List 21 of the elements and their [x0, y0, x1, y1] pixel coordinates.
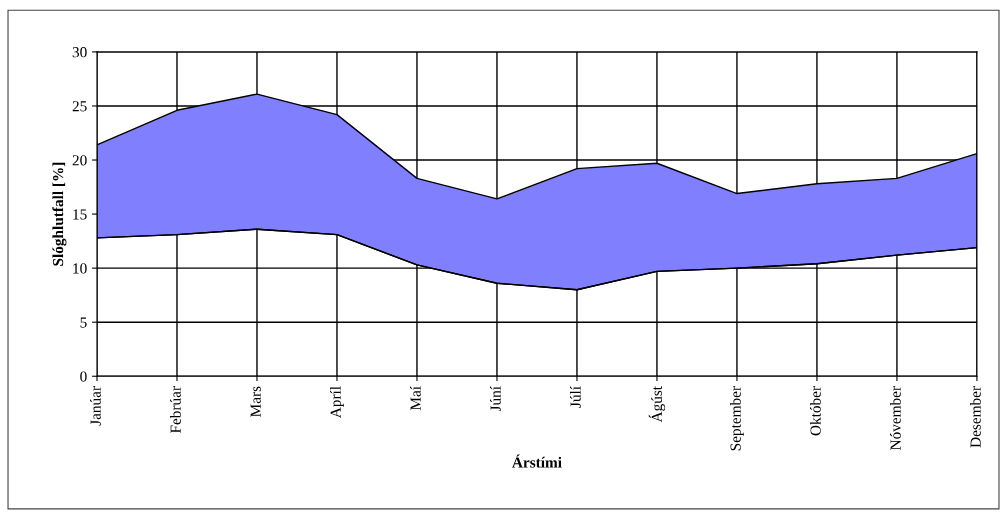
x-tick-label: Febrúar	[170, 386, 181, 434]
y-axis-title: Slóghlutfall [%]	[52, 162, 67, 266]
x-tick-label: Mars	[250, 386, 261, 417]
x-tick-label: Nóvember	[889, 386, 901, 451]
x-tick-label: Október	[809, 386, 821, 436]
x-tick-label: Apríl	[330, 386, 344, 419]
x-axis-title: Árstími	[512, 454, 562, 468]
x-tick-label: September	[730, 386, 744, 451]
x-tick-label: Desember	[969, 386, 981, 448]
x-tick-label: Júlí	[570, 386, 581, 408]
x-tick-label: Maí	[410, 386, 421, 411]
y-tick-label: 10	[73, 263, 87, 274]
y-tick-label: 15	[73, 209, 87, 220]
y-tick-label: 25	[72, 101, 87, 112]
x-tick-label: Janúar	[90, 386, 101, 426]
x-tick-label: Júní	[490, 386, 501, 412]
y-tick-label: 0	[80, 371, 87, 382]
y-tick-label: 20	[72, 155, 87, 166]
y-tick-label: 5	[80, 317, 87, 328]
y-tick-label: 30	[72, 47, 87, 58]
x-tick-label: Ágúst	[648, 386, 666, 423]
